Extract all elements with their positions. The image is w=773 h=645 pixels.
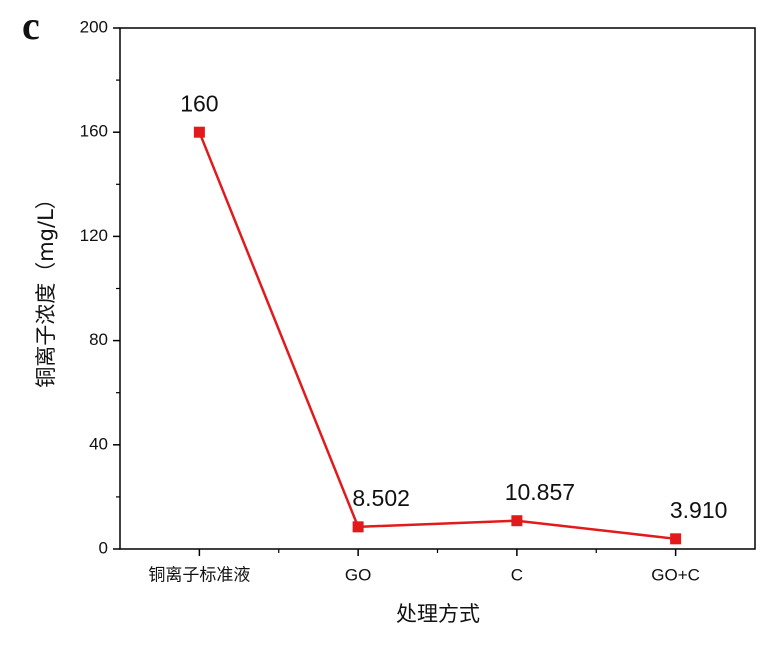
y-tick-label: 80: [89, 330, 108, 349]
data-label: 3.910: [670, 497, 728, 523]
panel-label: c: [22, 3, 40, 48]
data-point: [193, 126, 205, 138]
y-tick-label: 0: [99, 538, 108, 557]
data-label: 10.857: [505, 479, 575, 505]
x-tick-label: GO: [345, 565, 371, 584]
x-tick-label: GO+C: [651, 565, 700, 584]
data-label: 8.502: [352, 485, 410, 511]
data-point: [352, 521, 364, 533]
x-tick-label: 铜离子标准液: [148, 565, 250, 584]
y-tick-label: 120: [80, 226, 108, 245]
data-point: [670, 533, 682, 545]
data-label: 160: [180, 90, 218, 116]
x-axis-title: 处理方式: [396, 602, 480, 626]
x-tick-label: C: [511, 565, 523, 584]
y-axis-title: 铜离子浓度（mg/L）: [34, 188, 58, 388]
y-tick-label: 200: [80, 17, 108, 36]
y-tick-label: 160: [80, 122, 108, 141]
series-line: [198, 131, 676, 541]
y-tick-label: 40: [89, 434, 108, 453]
data-point: [511, 515, 523, 527]
